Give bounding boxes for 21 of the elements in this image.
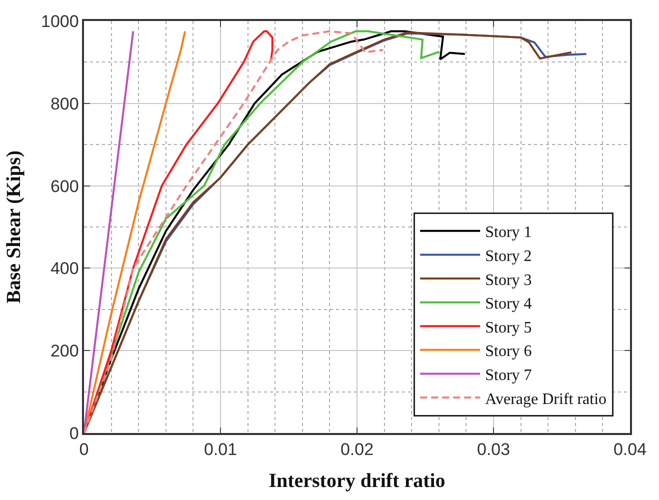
y-tick-label: 1000 bbox=[41, 12, 79, 31]
legend-label: Story 3 bbox=[485, 272, 532, 289]
y-tick-label: 0 bbox=[69, 424, 79, 443]
x-tick-label: 0.03 bbox=[476, 440, 510, 460]
legend-label: Average Drift ratio bbox=[485, 390, 607, 408]
x-tick-label: 0.01 bbox=[204, 440, 238, 460]
line-series bbox=[84, 30, 384, 433]
legend-label: Story 7 bbox=[485, 366, 532, 384]
legend-label: Story 1 bbox=[485, 224, 532, 242]
x-tick-label: 0.04 bbox=[613, 440, 647, 460]
x-axis-title: Interstory drift ratio bbox=[268, 470, 446, 492]
y-tick-label: 200 bbox=[50, 342, 79, 361]
x-tick-label: 0.02 bbox=[340, 440, 374, 460]
y-tick-label: 800 bbox=[50, 94, 79, 114]
y-tick-label: 400 bbox=[50, 259, 79, 278]
y-axis-title: Base Shear (Kips) bbox=[3, 150, 26, 304]
legend-label: Story 4 bbox=[485, 296, 532, 313]
legend-label: Story 5 bbox=[485, 319, 532, 336]
y-tick-label: 600 bbox=[50, 176, 79, 196]
legend-label: Story 6 bbox=[485, 343, 532, 360]
legend-label: Story 2 bbox=[485, 248, 532, 265]
